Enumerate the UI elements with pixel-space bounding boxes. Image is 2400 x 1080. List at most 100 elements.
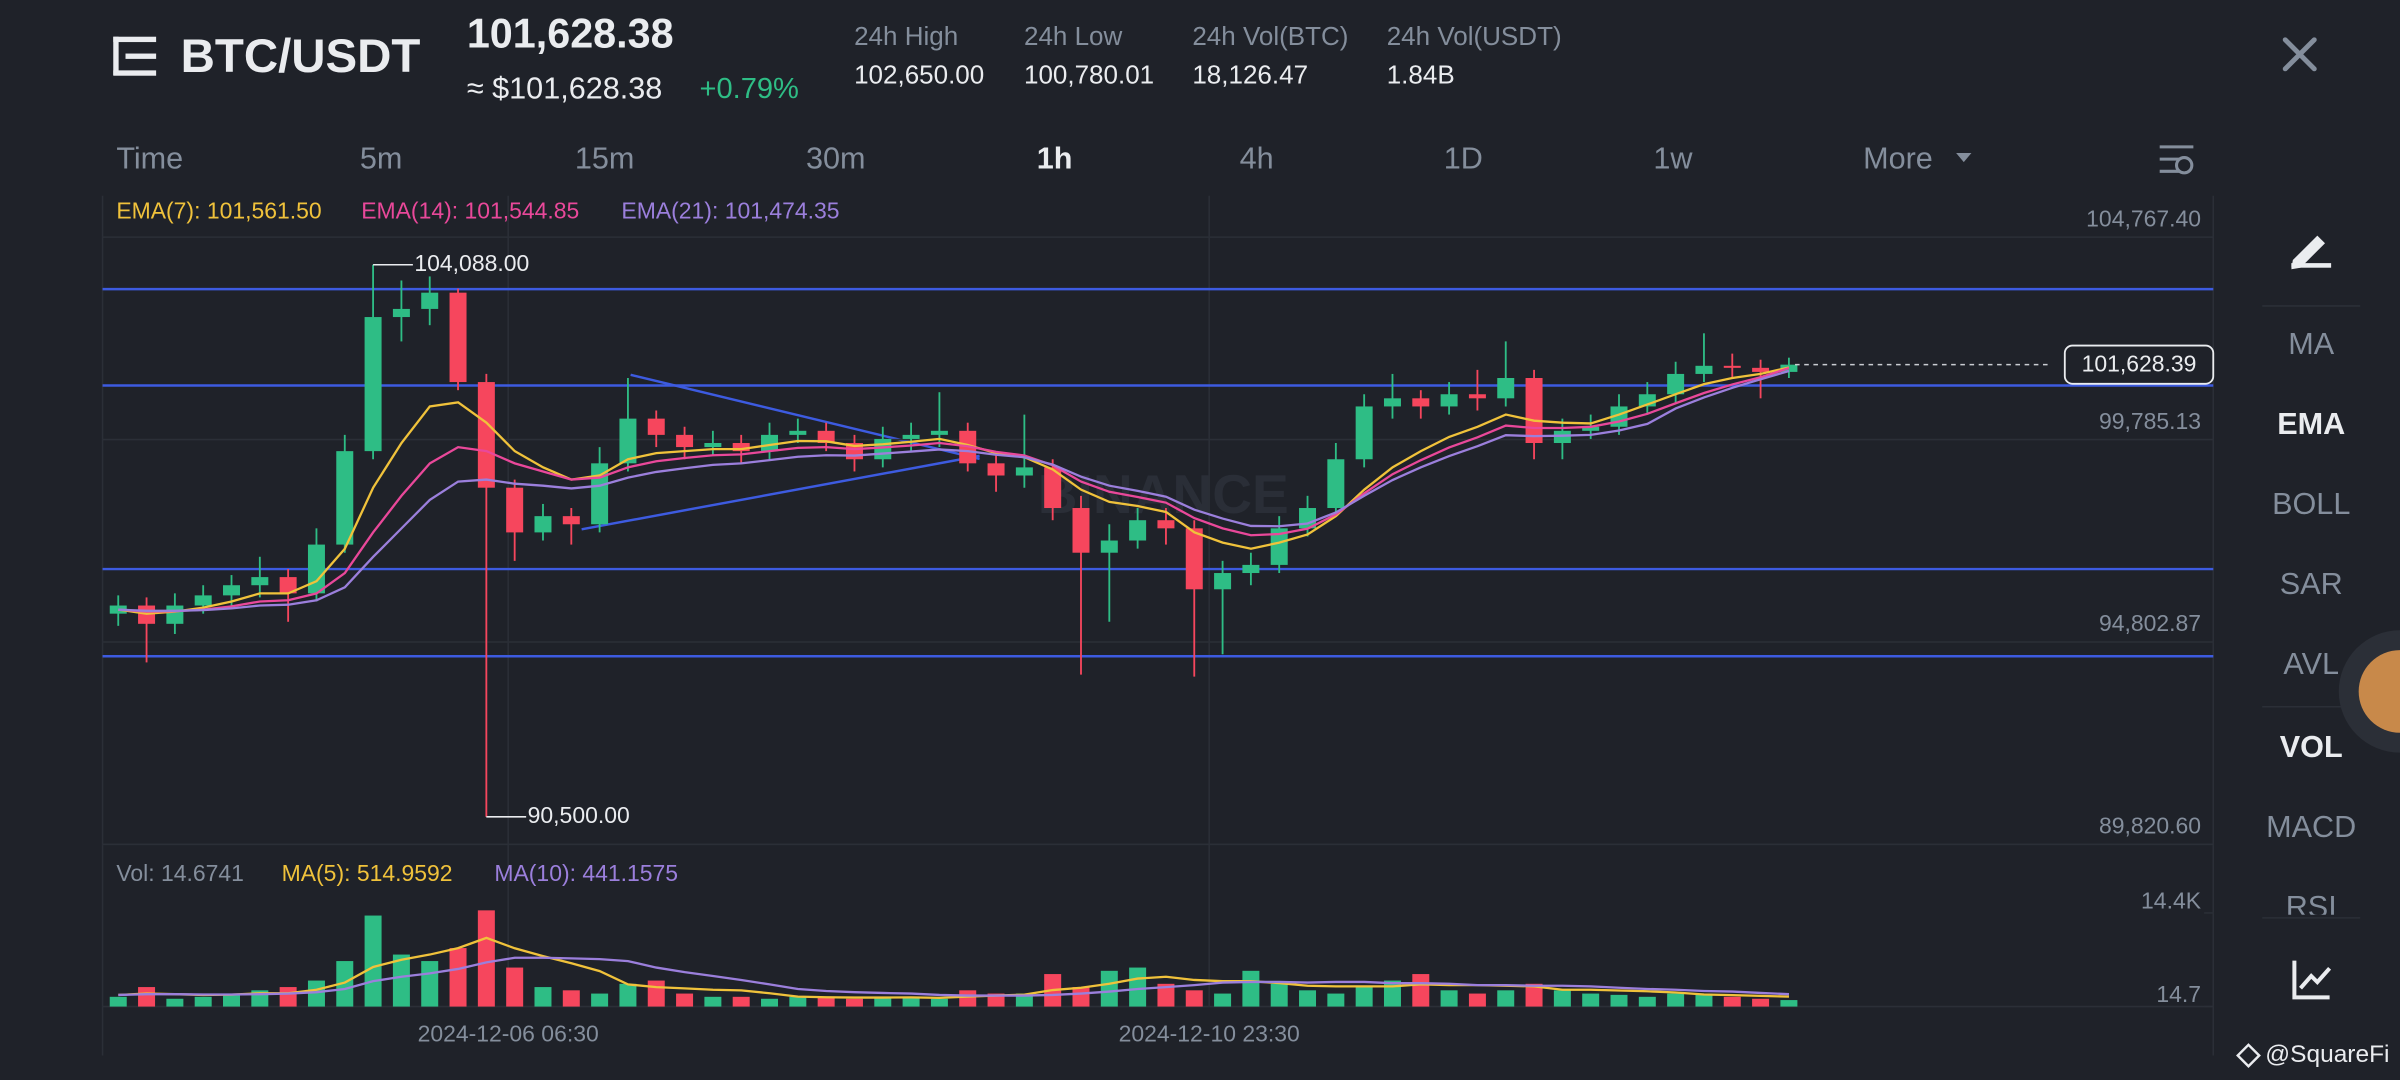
volume-bar [1525,983,1543,1007]
indicator-item[interactable]: SAR [2280,567,2343,601]
chart-settings-icon[interactable] [2159,145,2194,175]
candle-body [1440,394,1458,407]
candle-body [1553,430,1571,444]
stat-value: 18,126.47 [1192,59,1308,89]
volume-bar [223,993,240,1007]
volume-bar [138,987,156,1007]
candle-body [1129,520,1147,541]
interval-tab[interactable]: 1h [1037,142,1073,176]
volume-bar [1327,993,1345,1007]
time-axis-label: 2024-12-06 06:30 [418,1021,599,1047]
candle-body [251,577,269,586]
stat-value: 102,650.00 [854,59,984,89]
price-axis-label: 89,820.60 [2099,813,2201,839]
volume-bar [109,996,127,1007]
volume-bar [930,998,948,1007]
volume-bar [1553,990,1571,1007]
volume-bar [534,987,552,1007]
volume-bar [1468,993,1486,1007]
candle-body [704,443,722,448]
volume-bar [1497,990,1515,1007]
volume-bar [874,996,892,1007]
candle-body [1525,377,1543,444]
candle-body [1100,540,1118,553]
interval-tab[interactable]: 1w [1653,142,1693,176]
candle-body [1355,406,1373,460]
candle-body [506,487,524,533]
indicator-item[interactable]: EMA [2277,407,2345,441]
candle-body [817,430,835,444]
volume-bar [364,915,382,1007]
dropdown-caret [1956,152,1972,163]
volume-bar [1412,974,1430,1007]
stat-label: 24h Vol(USDT) [1387,21,1562,51]
indicator-item[interactable]: MA [2288,327,2334,361]
volume-bar [1157,983,1175,1007]
candle-body [902,434,920,439]
candle-body [1214,573,1232,590]
volume-bar [732,996,750,1007]
candle-body [279,577,297,594]
interval-tab[interactable]: Time [116,142,183,176]
candle-body [647,418,665,435]
close-button[interactable] [2282,37,2317,72]
candle-body [987,463,1005,476]
interval-tab[interactable]: 4h [1240,142,1274,176]
indicator-item[interactable]: VOL [2280,730,2343,764]
volume-bar [477,910,495,1007]
ema-line [118,369,1790,612]
candle-body [1185,528,1203,590]
candle-body [421,292,439,309]
candle-body [1327,459,1345,509]
volume-bar [1185,990,1203,1007]
candle-body [1157,520,1175,529]
draw-tool-icon[interactable] [2291,235,2332,270]
interval-tab[interactable]: 5m [360,142,403,176]
candle-body [1270,528,1288,565]
candle-body [732,443,750,452]
volume-bar [1100,970,1118,1007]
candle-body [789,430,807,435]
candle-body [364,317,382,452]
ema-legend: EMA(7): 101,561.50 [116,198,321,224]
volume-bar [1214,993,1232,1007]
price-axis-label: 104,767.40 [2086,205,2201,231]
candle-body [1383,398,1401,407]
candle-body [194,595,212,606]
indicator-item[interactable]: BOLL [2272,487,2350,521]
candle-body [223,585,240,596]
grid-layer [102,236,2214,1008]
volume-bar [421,961,439,1007]
indicator-item[interactable]: AVL [2283,647,2339,681]
volume-bar [817,996,835,1007]
candle-body [1468,394,1486,399]
indicator-item[interactable]: RSI [2286,890,2337,924]
volume-bar [789,996,807,1007]
indicator-item[interactable]: MACD [2266,810,2356,844]
candle-body [307,544,325,594]
footer-logo [2236,1043,2261,1068]
volume-bar [1582,993,1600,1007]
volume-bar [392,954,410,1007]
volume-ma-legend: MA(5): 514.9592 [282,860,453,886]
volume-bar [845,998,863,1007]
candle-body [392,308,410,318]
volume-bar [959,990,977,1007]
floating-button[interactable] [2338,630,2400,753]
last-price-box [2063,344,2215,385]
chart-type-icon[interactable] [2292,960,2332,1000]
volume-bar [619,983,637,1007]
interval-tab[interactable]: 30m [806,142,866,176]
pair[interactable]: BTC/USDT [181,30,421,83]
volume-ma-legend: MA(10): 441.1575 [494,860,678,886]
menu-icon[interactable] [113,36,157,76]
stat-value: 1.84B [1387,59,1455,89]
interval-tab[interactable]: More [1863,142,1933,176]
volume-legend: Vol: 14.6741 [116,860,244,886]
volume-bar [647,980,665,1007]
interval-tab[interactable]: 1D [1444,142,1483,176]
interval-tab[interactable]: 15m [575,142,635,176]
candle-body [166,605,184,624]
volume-bar [1270,983,1288,1007]
volume-axis-label: 14.4K [2141,887,2202,913]
